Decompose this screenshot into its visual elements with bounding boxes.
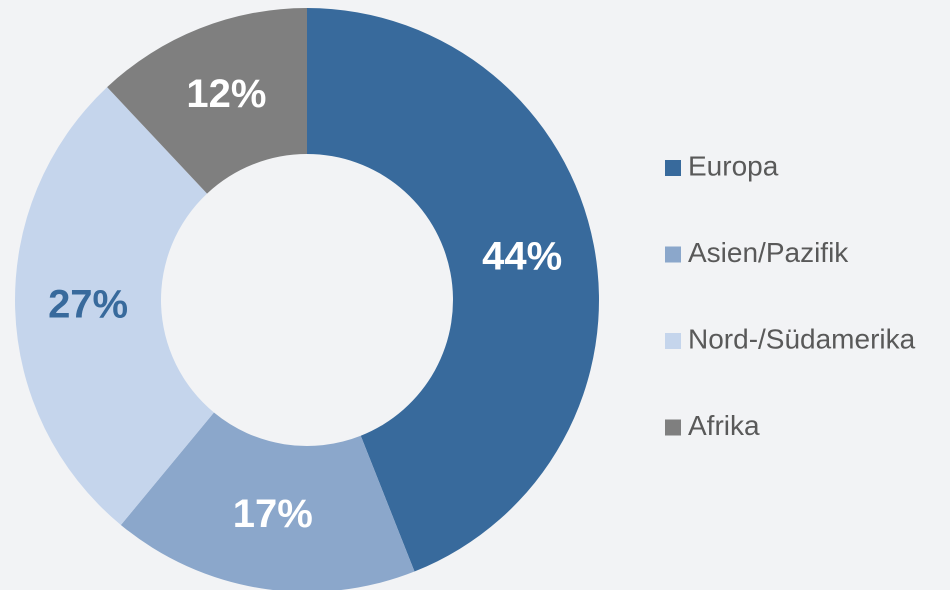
- legend-label: Asien/Pazifik: [688, 237, 849, 268]
- legend-swatch: [665, 419, 681, 436]
- slice-label: 17%: [233, 492, 313, 536]
- donut-slice: [307, 8, 600, 572]
- legend-label: Afrika: [688, 410, 760, 441]
- donut-slice: [120, 412, 415, 590]
- donut-slice: [14, 87, 214, 525]
- legend-label: Nord-/Südamerika: [688, 323, 916, 354]
- slice-label: 27%: [48, 282, 128, 326]
- legend-swatch: [665, 246, 681, 263]
- legend-swatch: [665, 333, 681, 349]
- slice-label: 44%: [482, 235, 562, 279]
- legend-swatch: [665, 160, 681, 176]
- legend-label: Europa: [688, 150, 779, 181]
- slice-label: 12%: [186, 72, 266, 116]
- donut-slice: [107, 8, 307, 194]
